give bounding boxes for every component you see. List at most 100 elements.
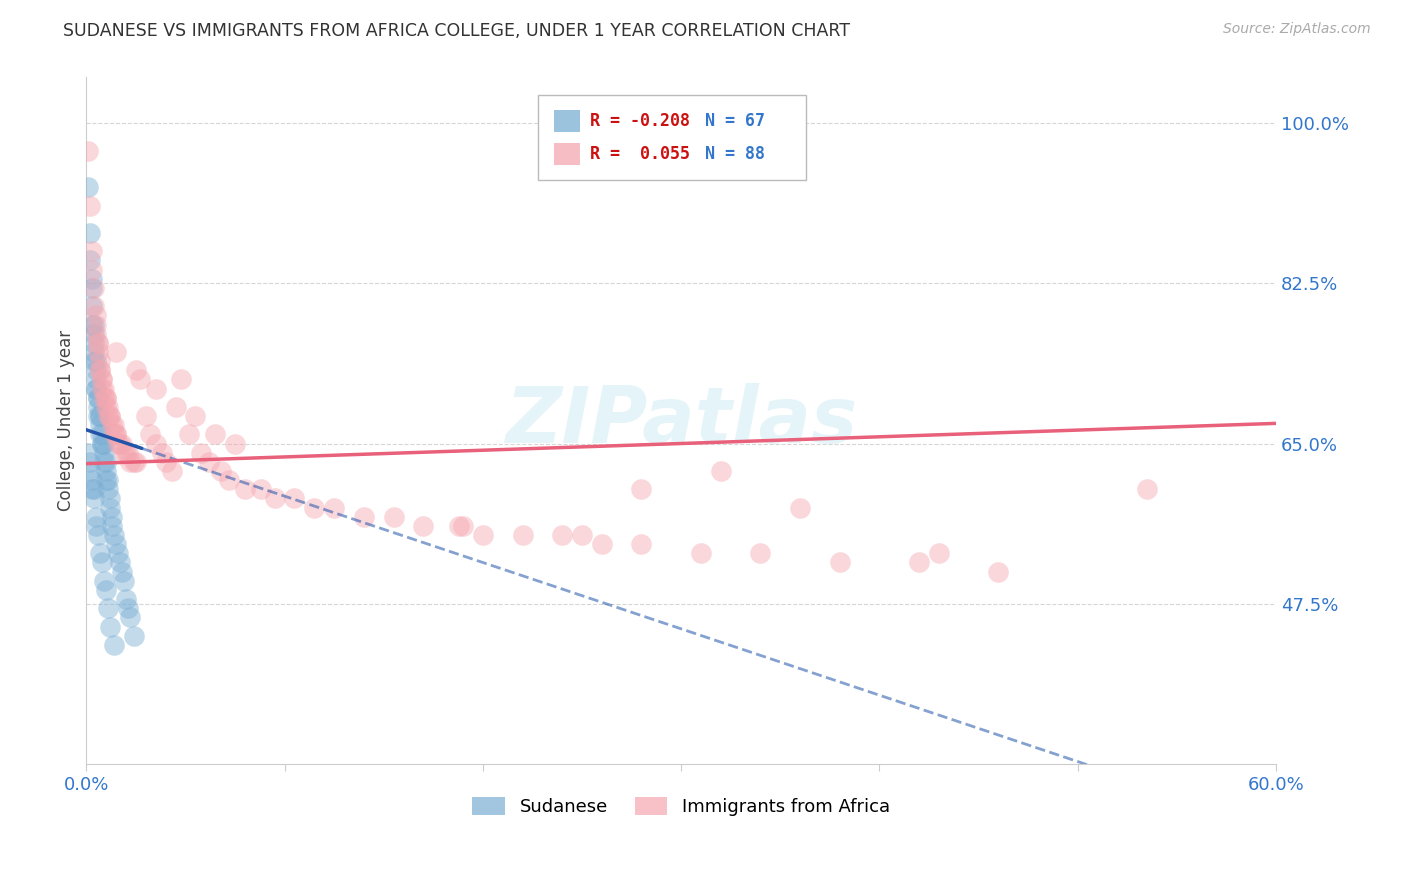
- Point: [115, 592, 138, 607]
- Point: [107, 436, 129, 450]
- Point: [117, 445, 139, 459]
- Point: [82, 483, 104, 497]
- Point: [84, 309, 107, 323]
- Point: [111, 436, 134, 450]
- Point: [451, 519, 474, 533]
- Point: [103, 638, 125, 652]
- Point: [125, 455, 148, 469]
- Point: [690, 546, 713, 560]
- Point: [82, 272, 104, 286]
- Point: [233, 483, 256, 497]
- Point: [128, 372, 150, 386]
- Point: [87, 409, 110, 423]
- Point: [749, 546, 772, 560]
- Point: [789, 500, 811, 515]
- Point: [571, 528, 593, 542]
- Text: ZIPatlas: ZIPatlas: [505, 383, 858, 458]
- Point: [115, 445, 138, 459]
- Point: [118, 455, 141, 469]
- Point: [94, 400, 117, 414]
- Point: [111, 565, 134, 579]
- Point: [630, 483, 652, 497]
- Point: [87, 400, 110, 414]
- Point: [93, 382, 115, 396]
- Point: [828, 556, 851, 570]
- Point: [353, 509, 375, 524]
- Point: [82, 262, 104, 277]
- Point: [105, 427, 128, 442]
- Point: [87, 528, 110, 542]
- Point: [84, 382, 107, 396]
- Point: [91, 372, 114, 386]
- Point: [84, 363, 107, 377]
- Point: [79, 198, 101, 212]
- Point: [83, 318, 105, 332]
- Point: [97, 473, 120, 487]
- Point: [93, 574, 115, 588]
- Point: [103, 418, 125, 433]
- Point: [79, 464, 101, 478]
- Point: [91, 427, 114, 442]
- Point: [103, 528, 125, 542]
- Point: [91, 382, 114, 396]
- Point: [89, 409, 111, 423]
- Point: [145, 436, 167, 450]
- Point: [77, 180, 100, 194]
- Point: [447, 519, 470, 533]
- Point: [83, 354, 105, 368]
- Point: [107, 546, 129, 560]
- Point: [135, 409, 157, 423]
- Point: [710, 464, 733, 478]
- Text: SUDANESE VS IMMIGRANTS FROM AFRICA COLLEGE, UNDER 1 YEAR CORRELATION CHART: SUDANESE VS IMMIGRANTS FROM AFRICA COLLE…: [63, 22, 851, 40]
- Point: [97, 409, 120, 423]
- Point: [160, 464, 183, 478]
- Point: [112, 574, 135, 588]
- Point: [108, 556, 131, 570]
- Point: [198, 455, 221, 469]
- Point: [97, 483, 120, 497]
- Point: [83, 483, 105, 497]
- Point: [83, 326, 105, 341]
- Point: [118, 610, 141, 624]
- Point: [94, 391, 117, 405]
- Point: [987, 565, 1010, 579]
- Point: [98, 409, 121, 423]
- Point: [83, 345, 105, 359]
- Point: [93, 436, 115, 450]
- Point: [283, 491, 305, 506]
- Point: [97, 400, 120, 414]
- Point: [184, 409, 207, 423]
- Point: [84, 509, 107, 524]
- Point: [84, 372, 107, 386]
- Point: [89, 546, 111, 560]
- Point: [139, 427, 162, 442]
- Point: [87, 391, 110, 405]
- Point: [87, 335, 110, 350]
- Point: [117, 601, 139, 615]
- Point: [101, 519, 124, 533]
- Point: [190, 445, 212, 459]
- Point: [412, 519, 434, 533]
- Point: [103, 427, 125, 442]
- Point: [82, 281, 104, 295]
- Point: [79, 455, 101, 469]
- Point: [323, 500, 346, 515]
- Point: [105, 345, 128, 359]
- Point: [93, 391, 115, 405]
- Point: [98, 409, 121, 423]
- Point: [82, 473, 104, 487]
- Point: [224, 436, 246, 450]
- Point: [125, 363, 148, 377]
- Point: [122, 455, 145, 469]
- Point: [94, 464, 117, 478]
- Point: [204, 427, 226, 442]
- Point: [98, 500, 121, 515]
- Text: R = -0.208: R = -0.208: [589, 112, 689, 130]
- Point: [105, 427, 128, 442]
- Point: [83, 299, 105, 313]
- Point: [122, 629, 145, 643]
- Y-axis label: College, Under 1 year: College, Under 1 year: [58, 330, 75, 511]
- Point: [249, 483, 271, 497]
- Point: [908, 556, 931, 570]
- Point: [928, 546, 950, 560]
